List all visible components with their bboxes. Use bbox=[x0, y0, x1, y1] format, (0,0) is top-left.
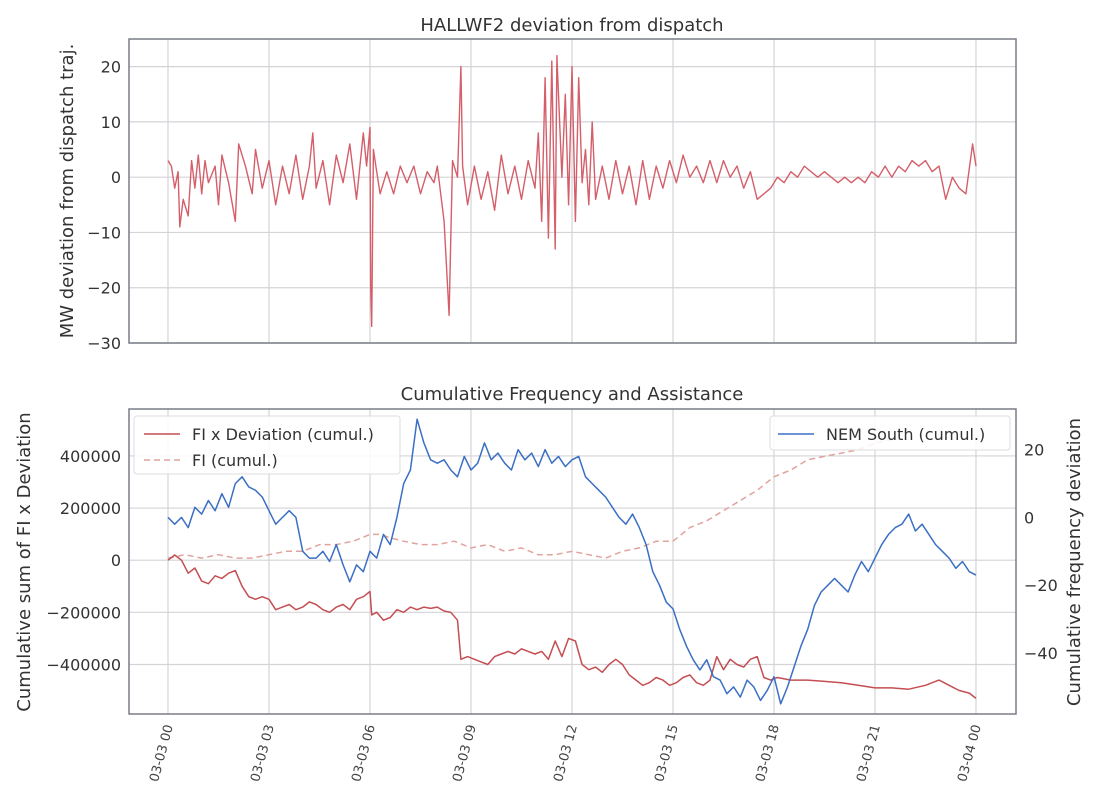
legend-label-fi-cumul: FI (cumul.) bbox=[192, 451, 278, 470]
bottom-series bbox=[167, 418, 977, 705]
bottom-right-y-tick-label: 20 bbox=[1024, 441, 1044, 460]
top-series bbox=[167, 54, 977, 328]
top-chart-title: HALLWF2 deviation from dispatch bbox=[420, 15, 723, 36]
top-y-tick-label: −30 bbox=[87, 334, 121, 353]
legend-right: NEM South (cumul.) bbox=[769, 415, 1011, 451]
top-series-deviation-line bbox=[167, 54, 977, 328]
bottom-left-y-tick-label: 0 bbox=[111, 551, 121, 570]
legend-left: FI x Deviation (cumul.) FI (cumul.) bbox=[133, 415, 401, 475]
legend-label-fi-deviation: FI x Deviation (cumul.) bbox=[192, 425, 374, 444]
bottom-x-tick-label: 03-03 00 bbox=[147, 723, 177, 783]
bottom-x-tick-label: 03-03 03 bbox=[248, 723, 278, 783]
top-chart: HALLWF2 deviation from dispatch 20 10 0 −10… bbox=[57, 15, 1017, 353]
bottom-right-y-axis-label: Cumulative frequency deviation bbox=[1064, 418, 1085, 706]
legend-label-nem-south: NEM South (cumul.) bbox=[826, 425, 985, 444]
bottom-x-tick-label: 03-03 18 bbox=[753, 723, 783, 783]
bottom-x-tick-label: 03-03 09 bbox=[450, 723, 480, 783]
bottom-right-y-ticks: 20 0 −20 −40 bbox=[1024, 441, 1058, 663]
bottom-right-y-tick-label: 0 bbox=[1024, 508, 1034, 527]
bottom-left-y-ticks: 400000 200000 0 −200000 −400000 bbox=[47, 447, 121, 675]
top-y-tick-label: 10 bbox=[101, 113, 121, 132]
top-y-axis-label: MW deviation from dispatch traj. bbox=[57, 44, 78, 339]
bottom-right-y-tick-label: −40 bbox=[1024, 644, 1058, 663]
bottom-x-tick-label: 03-04 00 bbox=[955, 723, 985, 783]
top-y-tick-label: 20 bbox=[101, 58, 121, 77]
legend-right-box bbox=[769, 415, 1011, 451]
bottom-left-y-tick-label: −400000 bbox=[47, 655, 121, 674]
bottom-left-y-tick-label: 400000 bbox=[60, 447, 121, 466]
bottom-x-tick-label: 03-03 12 bbox=[551, 723, 581, 783]
bottom-x-tick-label: 03-03 06 bbox=[349, 723, 379, 783]
bottom-x-tick-label: 03-03 21 bbox=[854, 723, 884, 783]
bottom-x-tick-label: 03-03 15 bbox=[652, 723, 682, 783]
top-y-tick-label: −10 bbox=[87, 223, 121, 242]
bottom-left-y-tick-label: −200000 bbox=[47, 603, 121, 622]
bottom-plot-frame bbox=[128, 408, 1017, 715]
top-plot-frame bbox=[128, 38, 1017, 344]
bottom-left-y-tick-label: 200000 bbox=[60, 499, 121, 518]
bottom-series-fi-deviation-line bbox=[167, 554, 977, 699]
bottom-chart-title: Cumulative Frequency and Assistance bbox=[401, 384, 744, 405]
bottom-series-nem-south-line bbox=[167, 418, 977, 705]
top-grid bbox=[129, 39, 1016, 344]
bottom-right-y-tick-label: −20 bbox=[1024, 576, 1058, 595]
top-y-tick-label: 0 bbox=[111, 168, 121, 187]
top-y-tick-label: −20 bbox=[87, 279, 121, 298]
bottom-chart: Cumulative Frequency and Assistance 4000… bbox=[14, 384, 1085, 783]
top-y-ticks: 20 10 0 −10 −20 −30 bbox=[87, 58, 121, 353]
bottom-x-ticks: 03-03 00 03-03 03 03-03 06 03-03 09 03-03 12… bbox=[147, 723, 985, 783]
bottom-series-fi-cumul-line bbox=[167, 438, 909, 559]
bottom-left-y-axis-label: Cumulative sum of FI x Deviation bbox=[14, 412, 35, 711]
legend-left-box bbox=[133, 415, 401, 475]
